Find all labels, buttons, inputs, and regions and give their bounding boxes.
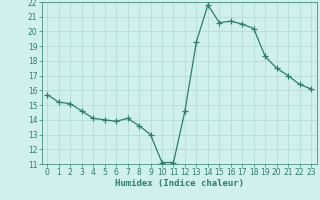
X-axis label: Humidex (Indice chaleur): Humidex (Indice chaleur)	[115, 179, 244, 188]
